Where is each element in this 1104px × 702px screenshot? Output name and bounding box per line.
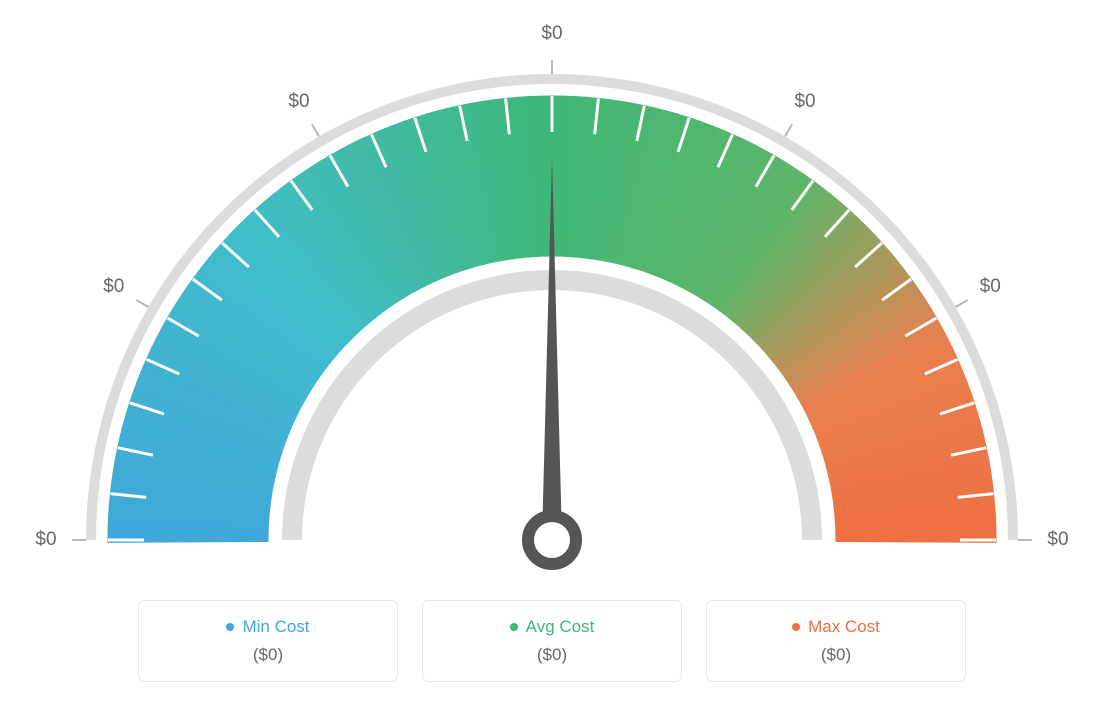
- gauge-tick-label: $0: [103, 276, 124, 298]
- legend-label-text: Avg Cost: [526, 617, 595, 637]
- gauge-tick-label: $0: [980, 276, 1001, 298]
- gauge-tick-label: $0: [541, 23, 562, 45]
- legend-dot-icon: [792, 623, 800, 631]
- legend-value-avg: ($0): [537, 645, 567, 665]
- gauge-tick-label: $0: [794, 91, 815, 113]
- legend-dot-icon: [510, 623, 518, 631]
- legend-card-min: Min Cost ($0): [138, 600, 398, 682]
- legend-dot-icon: [226, 623, 234, 631]
- legend-card-max: Max Cost ($0): [706, 600, 966, 682]
- legend-label-text: Min Cost: [242, 617, 309, 637]
- legend-label-max: Max Cost: [792, 617, 880, 637]
- legend-value-min: ($0): [253, 645, 283, 665]
- legend-card-avg: Avg Cost ($0): [422, 600, 682, 682]
- gauge-tick-label: $0: [35, 529, 56, 551]
- gauge-chart: $0 $0 $0 $0 $0 $0 $0: [20, 20, 1084, 580]
- legend-label-text: Max Cost: [808, 617, 880, 637]
- legend-label-avg: Avg Cost: [510, 617, 595, 637]
- gauge-svg: [20, 20, 1084, 580]
- gauge-tick-label: $0: [288, 91, 309, 113]
- legend-value-max: ($0): [821, 645, 851, 665]
- legend-label-min: Min Cost: [226, 617, 309, 637]
- gauge-tick-label: $0: [1047, 529, 1068, 551]
- legend-row: Min Cost ($0) Avg Cost ($0) Max Cost ($0…: [20, 600, 1084, 682]
